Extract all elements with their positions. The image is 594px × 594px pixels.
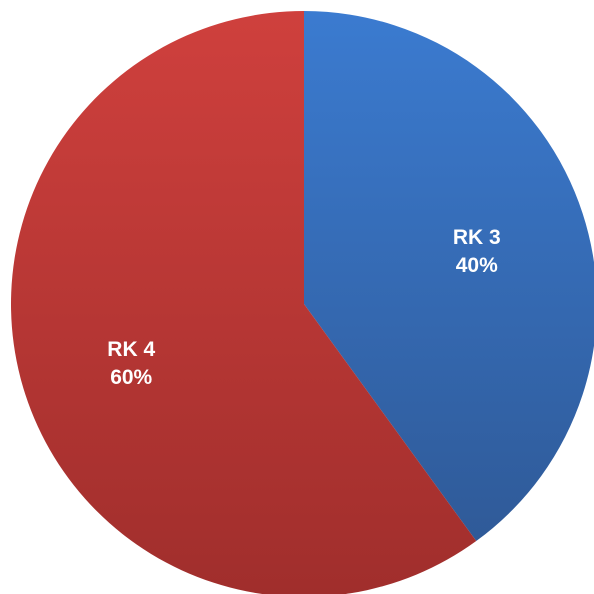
slice-category-label: RK 4 — [107, 338, 155, 361]
pie-labels: RK 3 40% RK 4 60% — [107, 226, 500, 389]
slice-value-label: 40% — [456, 254, 498, 277]
slice-value-label: 60% — [110, 366, 152, 389]
pie-slices — [11, 11, 594, 594]
pie-slice-rk-3 — [304, 11, 594, 542]
slice-category-label: RK 3 — [453, 226, 501, 249]
pie-slice-rk-4 — [11, 11, 477, 594]
